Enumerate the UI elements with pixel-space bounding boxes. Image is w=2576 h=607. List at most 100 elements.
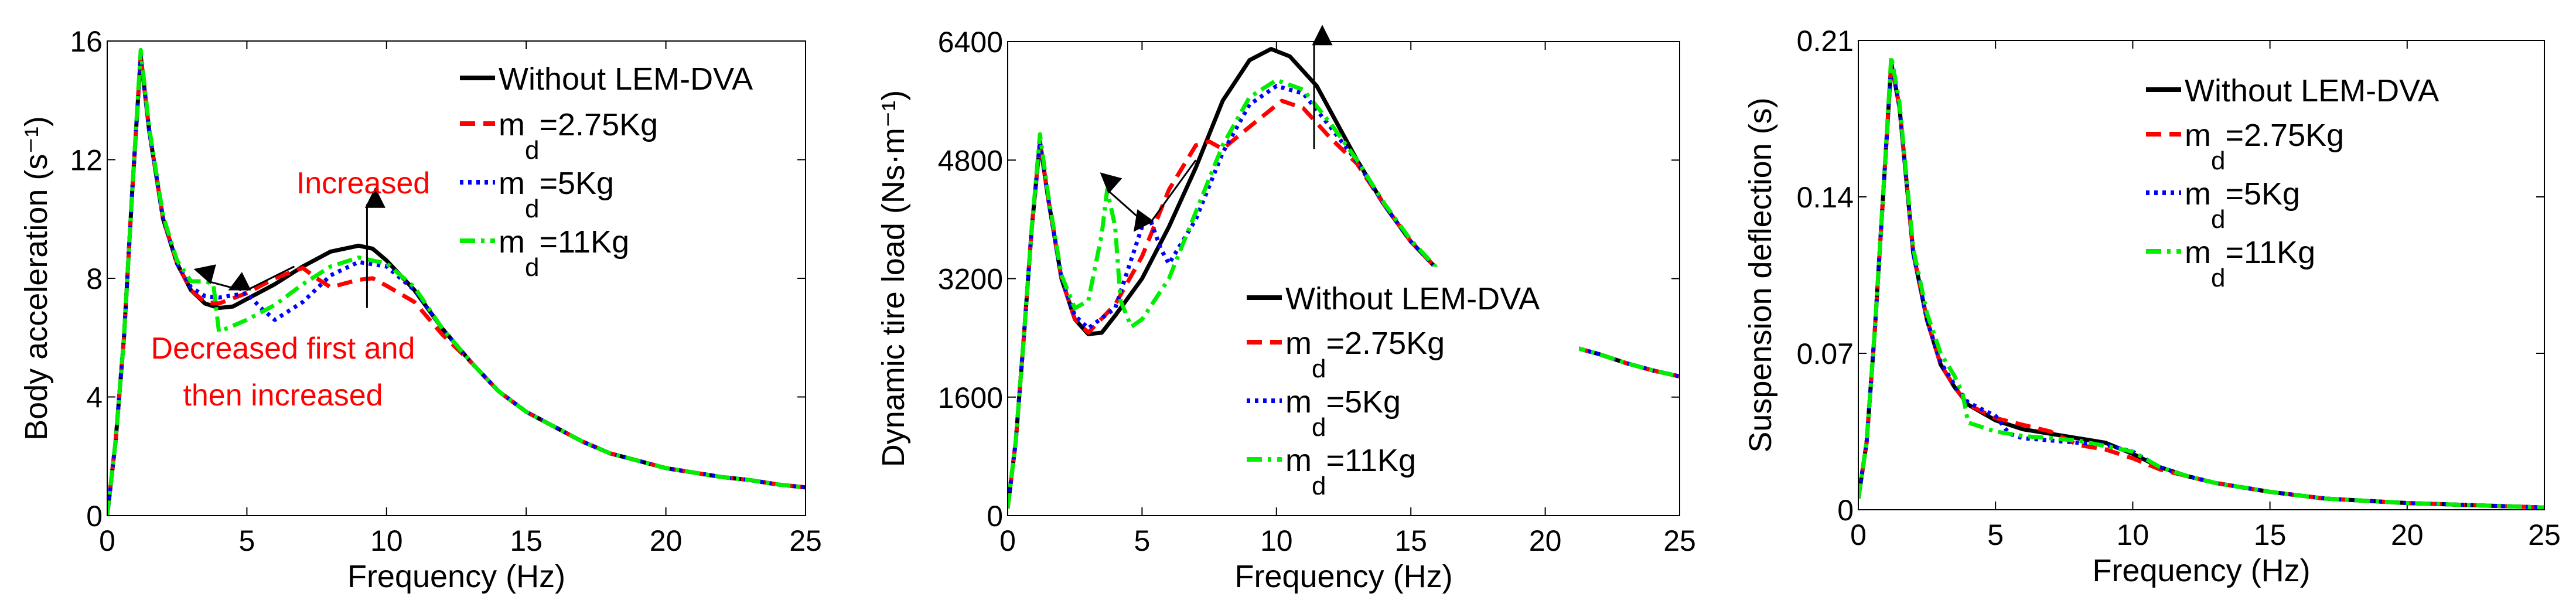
x-tick-label: 15	[1394, 524, 1427, 557]
y-tick-label: 0.14	[1797, 181, 1854, 214]
legend-label-text: m	[1285, 384, 1312, 420]
y-tick-label: 6400	[938, 26, 1003, 59]
legend-label-subscript: d	[525, 253, 539, 282]
legend-label: Without LEM-DVA	[1285, 281, 1540, 316]
legend-label-rest: =5Kg	[1326, 384, 1401, 420]
y-tick-label: 8	[86, 262, 103, 295]
legend-label: md=11Kg	[2185, 235, 2315, 292]
annotation-text: Decreased first and	[151, 332, 415, 366]
legend-label-subscript: d	[525, 195, 539, 223]
legend-background	[1230, 267, 1579, 498]
y-tick-label: 16	[70, 25, 103, 58]
x-tick-label: 10	[1260, 524, 1293, 557]
x-tick-label: 15	[2254, 519, 2287, 551]
legend-label: md=5Kg	[2185, 176, 2300, 234]
x-tick-label: 25	[2528, 519, 2561, 551]
axes-box	[107, 40, 806, 516]
legend-label-text: m	[2185, 176, 2211, 212]
x-tick-label: 5	[238, 524, 255, 557]
legend-label-subscript: d	[1312, 413, 1326, 442]
legend-label-text: m	[499, 107, 525, 142]
legend-label-text: m	[1285, 443, 1312, 478]
y-tick-label: 0	[86, 500, 103, 533]
x-tick-label: 5	[1987, 519, 2004, 551]
legend-label-text: m	[1285, 326, 1312, 361]
x-tick-label: 10	[370, 524, 403, 557]
legend-label-text: Without LEM-DVA	[499, 62, 753, 97]
legend-label-rest: =5Kg	[539, 166, 614, 201]
legend-label: md=2.75Kg	[1285, 326, 1445, 383]
y-tick-label: 0.07	[1797, 337, 1854, 370]
legend-label-subscript: d	[1312, 354, 1326, 383]
x-tick-label: 20	[1529, 524, 1562, 557]
annotation-arrow	[1133, 159, 1197, 232]
series-line-m5	[107, 53, 806, 516]
x-axis-label: Frequency (Hz)	[2092, 553, 2310, 588]
y-tick-label: 4	[86, 381, 103, 414]
legend-label-rest: =2.75Kg	[539, 107, 658, 142]
axes-box	[1858, 40, 2545, 510]
y-tick-label: 12	[70, 144, 103, 177]
y-axis-label: Dynamic tire load (Ns·m⁻¹)	[876, 90, 911, 468]
legend-label-text: Without LEM-DVA	[2185, 73, 2439, 108]
annotation-text: Increased	[296, 166, 430, 200]
legend-label: md=11Kg	[1285, 443, 1416, 500]
y-axis-label: Suspension deflection (s)	[1743, 97, 1778, 452]
legend-label-text: m	[2185, 235, 2211, 270]
annotation-arrow	[1100, 172, 1145, 224]
x-tick-label: 25	[789, 524, 822, 557]
y-tick-label: 4800	[938, 144, 1003, 177]
series-line-without	[107, 53, 806, 516]
legend-label: md=2.75Kg	[2185, 118, 2344, 175]
y-axis-label: Body acceleration (s⁻¹)	[19, 116, 54, 441]
x-axis-label: Frequency (Hz)	[1234, 559, 1452, 594]
series-line-m11	[1858, 54, 2544, 510]
legend-label: md=5Kg	[1285, 384, 1401, 442]
x-tick-label: 15	[510, 524, 543, 557]
y-tick-label: 3200	[938, 263, 1003, 296]
legend-label-rest: =11Kg	[2225, 235, 2315, 270]
x-axis-label: Frequency (Hz)	[347, 559, 565, 594]
legend-label: md=11Kg	[499, 224, 629, 282]
x-tick-label: 10	[2117, 519, 2149, 551]
x-tick-label: 0	[1850, 519, 1867, 551]
legend-label-text: m	[499, 224, 525, 260]
legend-label-rest: =2.75Kg	[1326, 326, 1445, 361]
legend-label-subscript: d	[525, 136, 539, 165]
legend-label-text: m	[2185, 118, 2211, 153]
legend-label-rest: =11Kg	[539, 224, 629, 260]
legend-label-subscript: d	[2211, 205, 2225, 234]
series-line-m5	[1858, 60, 2544, 510]
x-tick-label: 5	[1134, 524, 1150, 557]
x-tick-label: 20	[650, 524, 683, 557]
legend-label: Without LEM-DVA	[499, 62, 753, 97]
legend-label-text: Without LEM-DVA	[1285, 281, 1540, 316]
annotation-arrow	[228, 265, 295, 291]
legend-label: Without LEM-DVA	[2185, 73, 2439, 108]
legend-label: md=5Kg	[499, 166, 614, 223]
dynamic-tire-load-chart: 0 5 10 15 20 25 0 1600 3200 4800 6400 Without LEM-D…	[876, 25, 1696, 594]
legend-label-rest: =5Kg	[2225, 176, 2300, 212]
x-tick-label: 25	[1663, 524, 1696, 557]
annotation-arrow	[193, 264, 242, 291]
legend-label-rest: =11Kg	[1326, 443, 1416, 478]
legend-label: md=2.75Kg	[499, 107, 658, 165]
y-tick-label: 0	[987, 500, 1003, 533]
body-acceleration-chart: 0 5 10 15 20 25 0 4 8 12 16 Increased Decreased firs…	[19, 25, 822, 594]
legend-label-rest: =2.75Kg	[2225, 118, 2344, 153]
legend-label-subscript: d	[1312, 472, 1326, 500]
y-tick-label: 1600	[938, 381, 1003, 414]
series-line-m11	[107, 47, 806, 516]
y-tick-label: 0.21	[1797, 25, 1854, 57]
legend-label-text: m	[499, 166, 525, 201]
legend-label-subscript: d	[2211, 264, 2225, 292]
x-tick-label: 0	[99, 524, 115, 557]
axes-box	[1007, 41, 1680, 516]
series-line-m275	[107, 53, 806, 516]
legend-label-subscript: d	[2211, 146, 2225, 175]
y-tick-label: 0	[1837, 494, 1854, 527]
x-tick-label: 0	[999, 524, 1016, 557]
x-tick-label: 20	[2391, 519, 2424, 551]
